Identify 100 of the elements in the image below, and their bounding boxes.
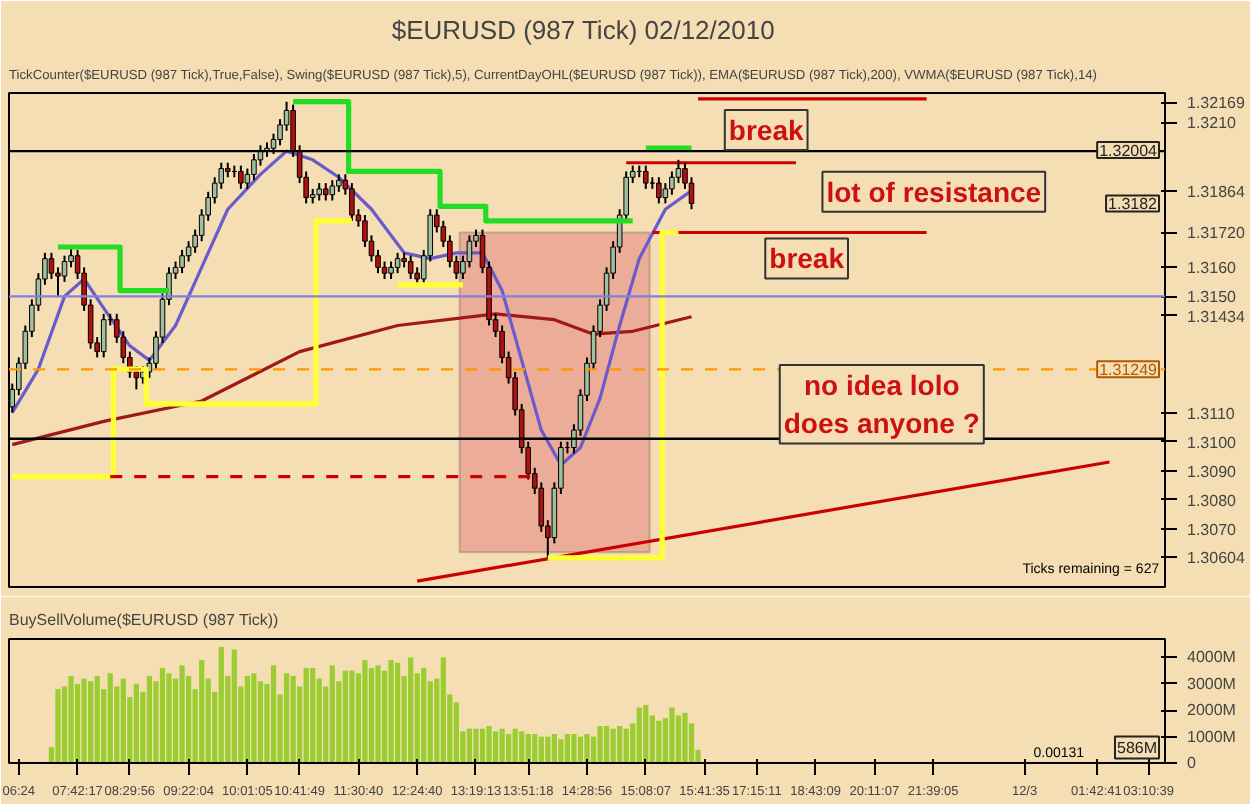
y-tick-label: 1.31434 xyxy=(1187,307,1246,326)
bar xyxy=(643,704,649,763)
bar xyxy=(519,731,525,763)
annotation: 1.32004 xyxy=(1099,141,1159,160)
y-tick-label: 1.3160 xyxy=(1187,259,1238,278)
bar xyxy=(394,662,401,763)
bar xyxy=(506,733,512,763)
bar xyxy=(251,673,257,763)
bar xyxy=(682,712,688,763)
bar xyxy=(617,726,623,763)
bar xyxy=(492,731,499,763)
bar xyxy=(81,678,87,763)
bar xyxy=(94,675,100,763)
bar xyxy=(558,739,564,763)
bar xyxy=(74,683,81,763)
bar xyxy=(68,675,74,763)
candlestick xyxy=(394,251,401,275)
candlestick xyxy=(407,254,414,280)
bar xyxy=(199,660,205,763)
bar xyxy=(159,668,166,763)
bar xyxy=(610,728,616,763)
bar xyxy=(564,733,571,763)
bar xyxy=(362,660,368,763)
bar xyxy=(107,673,113,763)
bar xyxy=(218,646,224,763)
y-tick-label: 1.3150 xyxy=(1187,288,1238,307)
bar xyxy=(466,728,473,763)
bar xyxy=(310,668,316,763)
y-tick-label: 1.3080 xyxy=(1187,491,1238,510)
bar xyxy=(257,681,264,763)
candlestick xyxy=(349,182,355,222)
bar xyxy=(532,733,538,763)
bar xyxy=(545,736,551,763)
bar xyxy=(375,665,381,763)
bar xyxy=(55,689,61,763)
y-tick-label: 1.31720 xyxy=(1187,224,1246,243)
y-tick-label: 1.3100 xyxy=(1187,433,1238,452)
bar xyxy=(538,736,544,763)
y-tick-label: 2000M xyxy=(1187,701,1237,720)
bar xyxy=(440,657,446,763)
y-tick-label: 1.30604 xyxy=(1187,548,1246,567)
candlestick xyxy=(238,164,244,190)
bar xyxy=(408,657,414,763)
annotation: 1.3182 xyxy=(1108,195,1159,214)
candlestick xyxy=(100,312,107,359)
bar xyxy=(421,668,427,763)
bar xyxy=(388,660,394,763)
candlestick xyxy=(179,248,185,275)
y-tick-label: 1.3110 xyxy=(1187,404,1236,423)
bar xyxy=(244,675,250,763)
bar xyxy=(88,681,94,763)
line-series xyxy=(10,312,694,447)
bar xyxy=(499,728,505,763)
bar xyxy=(231,649,237,763)
bar xyxy=(342,670,348,763)
y-tick-label: 1.3210 xyxy=(1187,114,1238,133)
bar xyxy=(597,726,603,763)
bar xyxy=(636,707,642,763)
bar xyxy=(120,678,126,763)
bar xyxy=(473,728,479,763)
bar xyxy=(283,673,290,763)
bar xyxy=(133,683,139,763)
y-tick-label: 4000M xyxy=(1187,648,1237,667)
y-tick-label: 1.3090 xyxy=(1187,462,1238,481)
chart-title: $EURUSD (987 Tick) 02/12/2010 xyxy=(391,15,775,45)
annotation: 586M xyxy=(1116,738,1158,757)
bar xyxy=(623,728,629,763)
candlestick xyxy=(329,179,336,202)
bar xyxy=(656,720,662,763)
annotation: break xyxy=(769,242,845,275)
bar xyxy=(329,665,335,763)
annotation: no idea lolo does anyone ? xyxy=(783,369,980,440)
bar xyxy=(146,675,153,763)
bar xyxy=(479,728,486,763)
bar xyxy=(577,736,584,763)
bar xyxy=(486,726,492,763)
bar xyxy=(179,665,185,763)
bar xyxy=(368,668,375,763)
bar xyxy=(669,707,675,763)
bar xyxy=(453,702,459,763)
y-tick-label: 1.32169 xyxy=(1187,94,1246,113)
y-tick-label: 1.3070 xyxy=(1187,520,1238,539)
candlestick xyxy=(656,176,662,205)
y-tick-label: 0 xyxy=(1187,754,1197,772)
bar xyxy=(303,668,309,763)
bar xyxy=(166,673,172,763)
chart-title: BuySellVolume($EURUSD (987 Tick)) xyxy=(9,611,280,629)
bar xyxy=(551,733,557,763)
bar xyxy=(603,726,610,763)
y-tick-label: 1.31864 xyxy=(1187,182,1246,201)
bar xyxy=(270,665,277,763)
bar xyxy=(675,715,682,763)
bar xyxy=(290,675,296,763)
y-tick-label: 3000M xyxy=(1187,674,1237,693)
bar xyxy=(512,728,518,763)
annotation: break xyxy=(728,114,804,147)
ref-line-label: 1.31249 xyxy=(1099,361,1159,380)
annotation: lot of resistance xyxy=(826,175,1042,208)
bar xyxy=(571,733,577,763)
candlestick xyxy=(642,164,649,190)
